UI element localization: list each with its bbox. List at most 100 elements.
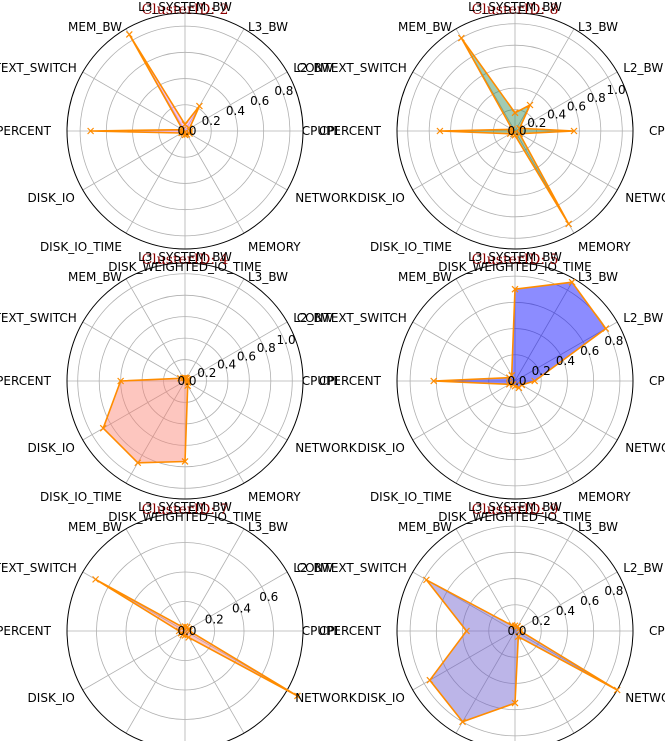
- chart-title: ClusterID: 2: [142, 2, 229, 18]
- radial-tick-label: 0.4: [556, 354, 575, 368]
- data-point-network: [516, 130, 524, 138]
- radar-panel-5: ClusterID: 9 0.0 0.2 0.4 0.6 0.8 CPI L2_BW L3_BW…: [297, 500, 665, 741]
- axis-label-disk-io-time: DISK_IO_TIME: [370, 240, 452, 254]
- data-point-cpi: [531, 377, 539, 385]
- data-point-disk-io: [506, 130, 514, 138]
- data-point-cpupercent: [430, 377, 438, 385]
- axis-label-mem-bw: MEM_BW: [398, 520, 452, 534]
- radial-tick-label: 0.4: [232, 601, 251, 615]
- radar-panel-2: ClusterID: 4 0.00.20.40.60.81.0 CPI L2_BW L3…: [0, 250, 358, 524]
- grid-spoke: [184, 630, 245, 734]
- polar-frame: [66, 512, 304, 741]
- grid-spoke: [82, 380, 186, 441]
- data-point-disk-weighted-io-time: [181, 632, 189, 639]
- axis-label-disk-io: DISK_IO: [358, 441, 405, 455]
- chart-title: ClusterID: 4: [142, 252, 229, 268]
- chart-title: ClusterID: 7: [142, 502, 229, 518]
- axis-label-l2-bw: L2_BW: [623, 561, 663, 575]
- axis-label-cpupercent: CPUPERCENT: [0, 124, 52, 138]
- grid-spoke: [514, 528, 575, 632]
- axis-label-network: NETWORK: [625, 691, 665, 705]
- data-point-l3-bw: [568, 278, 576, 286]
- grid-spoke: [455, 630, 516, 734]
- grid-spoke: [412, 380, 516, 441]
- data-point-disk-io: [178, 129, 186, 137]
- data-point-disk-io-time: [459, 718, 466, 726]
- axis-label-context-switch: CONTEXT_SWITCH: [0, 311, 77, 325]
- axis-label-disk-io: DISK_IO: [28, 691, 75, 705]
- grid-spoke: [82, 630, 186, 691]
- radial-tick-label: 0.6: [237, 349, 256, 363]
- grid-spoke: [184, 130, 245, 234]
- axis-label-l3-bw: L3_BW: [248, 20, 288, 34]
- radial-tick-label: 0.4: [556, 604, 575, 618]
- axis-label-cpupercent: CPUPERCENT: [0, 374, 52, 388]
- data-point-disk-io: [426, 676, 434, 684]
- grid-spoke: [514, 380, 618, 441]
- axis-label-l3-system-bw: L3_SYSTEM_BW: [468, 250, 562, 264]
- axis-label-l3-bw: L3_BW: [578, 520, 618, 534]
- data-point-l3-bw: [526, 101, 534, 109]
- radial-tick-label: 0.0: [177, 124, 196, 138]
- polar-frame: [396, 512, 634, 741]
- grid-spoke: [125, 630, 186, 734]
- data-point-cpupercent: [463, 627, 470, 635]
- grid-spoke: [82, 71, 186, 132]
- radial-tick-label: 0.6: [580, 344, 599, 358]
- axis-label-network: NETWORK: [295, 191, 358, 205]
- radial-tick-label: 0.8: [587, 91, 606, 105]
- grid-spoke: [125, 380, 186, 484]
- axis-label-cpupercent: CPUPERCENT: [302, 124, 382, 138]
- axis-label-network: NETWORK: [625, 191, 665, 205]
- data-point-mem-bw: [508, 621, 516, 629]
- radial-tick-label: 0.2: [202, 114, 221, 128]
- axis-label-context-switch: CONTEXT_SWITCH: [297, 561, 407, 575]
- data-point-mem-bw: [125, 31, 133, 38]
- axis-label-mem-bw: MEM_BW: [68, 520, 122, 534]
- data-point-l3-bw: [195, 102, 203, 110]
- data-point-memory: [184, 382, 192, 390]
- data-point-network: [186, 130, 193, 138]
- axis-label-l2-bw: L2_BW: [623, 61, 663, 75]
- data-point-context-switch: [92, 575, 100, 583]
- axis-label-context-switch: CONTEXT_SWITCH: [0, 61, 77, 75]
- axis-label-context-switch: CONTEXT_SWITCH: [297, 311, 407, 325]
- series-area: [102, 376, 189, 464]
- data-point-network: [613, 686, 621, 694]
- axis-label-l2-bw: L2_BW: [293, 311, 333, 325]
- radial-tick-label: 0.0: [507, 374, 526, 388]
- axis-label-l3-bw: L3_BW: [248, 520, 288, 534]
- axis-label-cpupercent: CPUPERCENT: [302, 374, 382, 388]
- grid-spoke: [184, 130, 288, 191]
- data-point-disk-weighted-io-time: [511, 382, 519, 390]
- axis-label-memory: MEMORY: [578, 490, 631, 504]
- radial-tick-label: 0.4: [547, 108, 566, 122]
- grid-spoke: [125, 528, 186, 632]
- data-point-disk-weighted-io-time: [181, 458, 189, 465]
- axis-label-cpi: CPI: [649, 124, 665, 138]
- axis-label-disk-io: DISK_IO: [28, 191, 75, 205]
- axis-label-cpi: CPI: [319, 374, 338, 388]
- polar-frame: [66, 12, 304, 250]
- data-point-l3-system-bw: [181, 121, 189, 128]
- axis-label-cpupercent: CPUPERCENT: [0, 624, 52, 638]
- data-point-memory: [565, 220, 573, 228]
- grid-spoke: [455, 380, 516, 484]
- axis-label-l3-system-bw: L3_SYSTEM_BW: [468, 0, 562, 14]
- axis-label-l3-bw: L3_BW: [578, 270, 618, 284]
- grid-spoke: [184, 380, 245, 484]
- axis-label-memory: MEMORY: [248, 240, 301, 254]
- axis-label-context-switch: CONTEXT_SWITCH: [297, 61, 407, 75]
- grid-spoke: [514, 380, 575, 484]
- grid-spoke: [412, 71, 516, 132]
- grid-spoke: [514, 71, 618, 132]
- radial-tick-label: 0.6: [580, 594, 599, 608]
- axis-label-disk-io-time: DISK_IO_TIME: [40, 240, 122, 254]
- data-point-cpi: [570, 127, 578, 135]
- grid-spoke: [125, 130, 186, 234]
- data-point-network: [184, 379, 192, 387]
- chart-title: ClusterID: 5: [472, 252, 559, 268]
- radar-panel-3: ClusterID: 5 0.0 0.2 0.4 0.6 0.8 CPI L2_BW L3_BW…: [297, 250, 665, 524]
- axis-label-cpi: CPI: [649, 374, 665, 388]
- axis-label-network: NETWORK: [295, 441, 358, 455]
